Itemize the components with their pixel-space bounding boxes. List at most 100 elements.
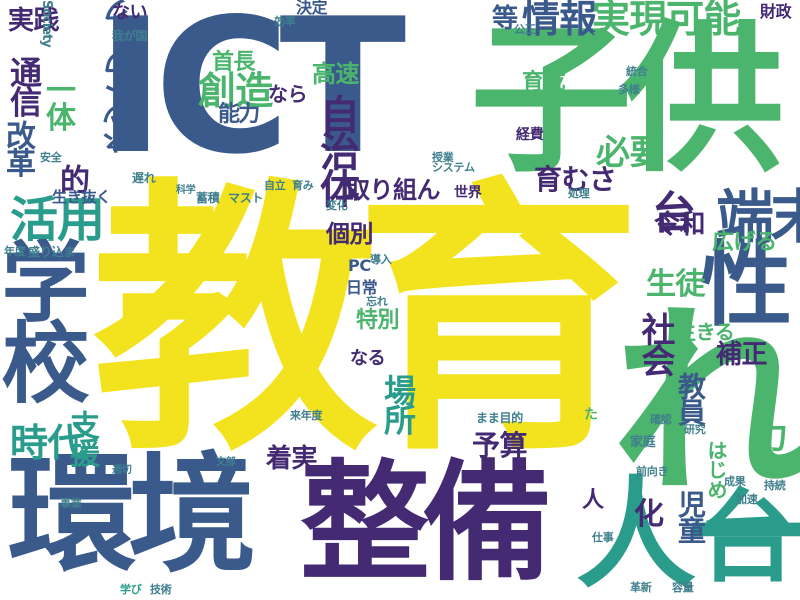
word-tougou: 統合 xyxy=(626,65,648,78)
word-kagaku: 科学 xyxy=(176,185,196,196)
word-mokuteki: まま目的 xyxy=(476,411,524,425)
word-torikumi: 取り組ん xyxy=(346,176,441,204)
word-katsuyou: 活用 xyxy=(10,192,105,248)
word-tanmatsu: 端末 xyxy=(716,183,800,251)
word-nai: ない xyxy=(112,2,148,23)
word-kousoku: 高速 xyxy=(312,60,360,88)
word-chikara: 力 xyxy=(754,417,788,457)
word-chikuseki: 蓄積 xyxy=(196,191,220,205)
word-dai2: 台 xyxy=(652,188,696,239)
word-kakunin: 確認 xyxy=(650,413,672,426)
word-morikomi: 盛り込ま xyxy=(28,245,76,259)
word-jitsugen: 実現 xyxy=(592,0,667,41)
word-pc: PC xyxy=(348,256,371,275)
word-dai: 台 xyxy=(698,479,798,596)
word-rainendo: 来年度 xyxy=(290,409,323,422)
word-system: システム xyxy=(432,161,475,174)
word-masu: マスト xyxy=(228,191,264,205)
word-jugyo2: 事業 xyxy=(60,497,82,510)
word-jichitai: 自治体 xyxy=(313,94,359,205)
word-yosan: 予算 xyxy=(472,429,527,462)
word-anzen: 安全 xyxy=(40,151,62,164)
word-tayou: 多様 xyxy=(618,83,640,96)
word-jizoku: 持続 xyxy=(764,479,786,492)
word-network: ネットワーク xyxy=(101,0,134,155)
word-society: Society xyxy=(39,0,54,47)
word-hitori: 人一人 xyxy=(576,466,800,600)
word-ta: た xyxy=(584,407,598,423)
word-re: れ xyxy=(612,283,800,523)
word-henka: 変化 xyxy=(326,199,348,212)
word-joho: 情報 xyxy=(522,0,597,41)
word-ikusei2: 育み xyxy=(292,179,314,192)
word-shien: 支援 xyxy=(64,410,99,466)
word-kodomo: 子供 xyxy=(470,7,784,195)
word-sekai: 世界 xyxy=(454,185,482,201)
word-dounyu: 導入 xyxy=(370,253,392,266)
word-gakushu: 学び xyxy=(120,583,142,596)
word-tokubetsu: 特別 xyxy=(356,308,400,333)
word-ikinuku: 生き抜く xyxy=(52,188,111,206)
word-nara: なら xyxy=(268,82,308,106)
word-jidai: 時代 xyxy=(10,421,85,465)
word-kakumei: 化 xyxy=(634,497,664,532)
word-nouryoku: 能力 xyxy=(218,102,260,127)
word-jugyo: 授業 xyxy=(432,151,454,164)
word-kaikaku: 改革 xyxy=(0,120,35,176)
word-keihi: 経費 xyxy=(516,127,544,143)
word-seika: 成果 xyxy=(724,475,746,488)
word-reiwa: 令和 xyxy=(654,210,705,240)
word-wasure: 忘れ xyxy=(366,295,388,308)
word-hitsuyou: 必要 xyxy=(596,133,663,173)
word-kenkyu: 研究 xyxy=(684,423,706,436)
word-chakujitsu: 着実 xyxy=(266,444,317,474)
word-kobetsu: 個別 xyxy=(326,220,374,248)
word-jitsusen: 実践 xyxy=(8,6,59,36)
word-kettei: 決定 xyxy=(296,0,328,17)
word-ittai: 一体 xyxy=(40,74,75,130)
word-naru: なる xyxy=(350,348,386,369)
word-jido: 児童 xyxy=(674,490,707,542)
word-tsushin: 通信 xyxy=(5,56,43,115)
word-kankyo: 環境 xyxy=(8,441,256,590)
word-teki: 的 xyxy=(54,164,89,192)
word-kouhei: 公正 xyxy=(514,23,536,36)
word-bunka: 文部 xyxy=(216,457,236,468)
word-shucho: 首長 xyxy=(212,50,256,75)
word-jiritsu: 自立 xyxy=(264,179,286,192)
word-seito: 生徒 xyxy=(646,267,705,302)
word-kanou: 可能 xyxy=(666,0,741,41)
word-shori: 処理 xyxy=(568,187,590,200)
word-kyouin: 教員 xyxy=(674,372,707,424)
word-okure: 遅れ xyxy=(132,171,156,185)
word-hirogeru: 広げる xyxy=(712,230,777,255)
word-sei: 性 xyxy=(700,232,792,339)
word-ba: 場所 xyxy=(379,374,417,433)
word-zaisei: 財政 xyxy=(760,2,792,21)
word-shakai: 社会 xyxy=(635,312,675,375)
word-hito: 人 xyxy=(582,488,604,513)
word-gijutsu: 技術 xyxy=(150,583,172,596)
word-sen: 仕事 xyxy=(592,531,614,544)
word-youryou: 容量 xyxy=(672,581,694,594)
word-tekiou: 適切 xyxy=(112,465,132,476)
word-seibi: 整備 xyxy=(300,447,552,599)
word-wagakuni: 我が国 xyxy=(112,29,148,43)
word-to: 等 xyxy=(492,4,518,34)
word-ict: ICT xyxy=(96,0,406,195)
word-nendo: 年度 xyxy=(4,245,26,258)
word-ikusei: 育成 xyxy=(522,70,566,95)
word-nichijo: 日常 xyxy=(346,278,378,297)
word-hajime: はじめ xyxy=(704,440,728,499)
word-kyoiku: 教育 xyxy=(92,157,641,489)
word-souzou: 創造 xyxy=(198,69,273,113)
word-kazoku: 家庭 xyxy=(630,435,656,450)
word-hagukumu: 育むさ xyxy=(534,163,617,196)
word-kasoku: 加速 xyxy=(736,493,758,506)
word-ikiru: 生きる xyxy=(676,320,735,344)
word-kousoku2: 効率 xyxy=(274,15,296,28)
word-hosei: 補正 xyxy=(716,340,767,370)
word-mae: 前向き xyxy=(636,465,669,478)
word-gakko: 学校 xyxy=(0,236,90,398)
